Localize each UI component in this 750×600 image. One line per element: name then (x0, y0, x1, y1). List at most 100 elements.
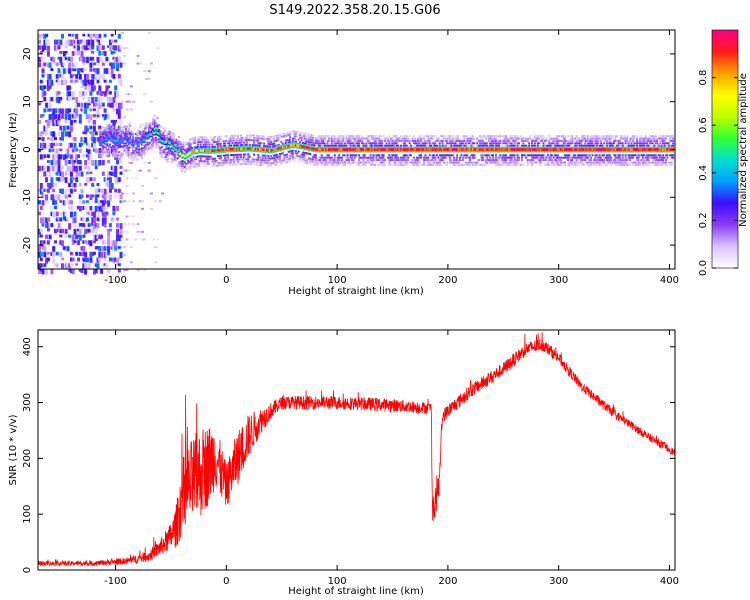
spectrogram-cell (75, 96, 79, 104)
spectrogram-cell (397, 148, 399, 151)
spectrogram-cell (572, 148, 575, 151)
spectrogram-cell (391, 139, 394, 142)
spectrogram-cell (280, 162, 283, 165)
spectrogram-cell (75, 148, 79, 152)
spectrogram-cell (433, 161, 436, 164)
spectrogram-cell (528, 146, 531, 148)
spectrogram-cell (411, 159, 414, 162)
spectrogram-cell (284, 134, 287, 137)
spectrogram-cell (172, 151, 175, 154)
spectrogram-cell (276, 147, 279, 151)
spectrogram-cell (176, 147, 179, 150)
spectrogram-cell (277, 155, 280, 158)
spectrogram-cell (568, 139, 571, 142)
spectrogram-cell (372, 163, 375, 166)
spectrogram-cell (82, 257, 86, 262)
spectrogram-cell (55, 39, 59, 45)
spectrogram-cell (435, 154, 438, 157)
spectrogram-cell (307, 152, 310, 155)
spectrogram-cell (106, 137, 109, 141)
spectrogram-cell (106, 150, 109, 153)
spectrogram-cell (204, 147, 207, 150)
spectrogram-cell (38, 33, 41, 39)
spectrogram-cell (587, 148, 590, 151)
spectrogram-cell (303, 154, 306, 157)
spectrogram-cell (500, 148, 503, 151)
spectrogram-cell (363, 161, 366, 164)
spectrogram-cell (607, 146, 610, 148)
spectrogram-cell (227, 156, 230, 159)
spectrogram-cell (78, 194, 82, 200)
spectrogram-cell (309, 160, 312, 163)
spectrogram-cell (302, 134, 304, 137)
spectrogram-cell (107, 123, 110, 126)
spectrogram-cell (528, 159, 531, 162)
spectrogram-cell (643, 159, 646, 162)
spectrogram-cell (381, 163, 384, 166)
spectrogram-cell (513, 144, 516, 147)
spectrogram-cell (363, 144, 366, 147)
spectrogram-cell (132, 200, 136, 203)
spectrogram-cell (646, 142, 649, 145)
spectrogram-cell (238, 146, 241, 148)
spectrogram-cell (204, 141, 207, 144)
spectrogram-cell (427, 151, 430, 153)
spectrogram-cell (512, 137, 515, 140)
spectrogram-cell (199, 140, 202, 143)
spectrogram-cell (423, 144, 425, 147)
spectrogram-cell (332, 144, 335, 147)
spectrogram-cell (71, 160, 75, 166)
spectrogram-cell (546, 144, 549, 147)
spectrogram-cell (567, 148, 569, 151)
spectrogram-cell (536, 142, 539, 145)
spectrogram-cell (618, 139, 621, 142)
spectrogram-cell (441, 139, 444, 142)
spectrogram-cell (437, 163, 440, 166)
spectrogram-cell (276, 146, 279, 148)
spectrogram-cell (496, 163, 499, 166)
spectrogram-cell (112, 51, 116, 54)
spectrogram-cell (297, 147, 300, 149)
spectrogram-cell (277, 147, 280, 151)
spectrogram-cell (345, 159, 348, 162)
spectrogram-cell (469, 146, 472, 148)
spectrogram-cell (528, 148, 531, 151)
spectrogram-cell (493, 148, 496, 151)
spectrogram-cell (64, 194, 68, 199)
spectrogram-cell (562, 137, 565, 140)
spectrogram-cell (54, 171, 57, 176)
spectrogram-cell (80, 108, 84, 112)
spectrogram-cell (45, 177, 49, 183)
spectrogram-cell (325, 151, 327, 153)
spectrogram-cell (185, 163, 188, 165)
spectrogram-cell (289, 140, 291, 143)
spectrogram-cell (299, 160, 302, 163)
spectrogram-cell (50, 56, 54, 61)
spectrogram-cell (601, 148, 604, 151)
spectrogram-cell (159, 135, 162, 138)
spectrogram-cell (85, 228, 89, 233)
spectrogram-cell (529, 146, 532, 148)
spectrogram-cell (300, 156, 303, 158)
spectrogram-cell (87, 160, 91, 165)
spectrogram-cell (54, 228, 57, 234)
spectrogram-cell (330, 144, 333, 147)
spectrogram-cell (460, 148, 463, 151)
spectrogram-cell (399, 159, 402, 162)
spectrogram-cell (636, 139, 639, 142)
spectrogram-cell (376, 144, 379, 147)
spectrogram-cell (588, 151, 591, 153)
spectrogram-cell (469, 151, 472, 153)
spectrogram-cell (303, 132, 306, 135)
spectrogram-cell (428, 154, 431, 157)
spectrogram-cell (73, 137, 77, 142)
spectrogram-cell (68, 160, 72, 164)
spectrogram-cell (123, 169, 127, 172)
spectrogram-cell (463, 163, 466, 166)
spectrogram-cell (227, 154, 230, 157)
spectrogram-cell (283, 154, 286, 157)
spectrogram-cell (503, 159, 506, 162)
spectrogram-cell (487, 151, 490, 153)
spectrogram-cell (104, 153, 107, 156)
spectrogram-cell (471, 135, 474, 138)
